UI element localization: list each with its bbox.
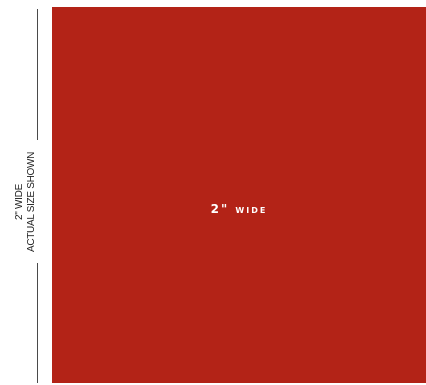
side-caption: 2" WIDE ACTUAL SIZE SHOWN (14, 152, 38, 252)
dimension-line-top (37, 9, 38, 140)
color-swatch: 2" wide (52, 7, 426, 383)
side-caption-actual-size: ACTUAL SIZE SHOWN (26, 151, 37, 253)
dimension-line-bottom (37, 263, 38, 383)
swatch-label: 2" wide (210, 202, 268, 216)
side-caption-width: 2" WIDE (14, 184, 25, 220)
